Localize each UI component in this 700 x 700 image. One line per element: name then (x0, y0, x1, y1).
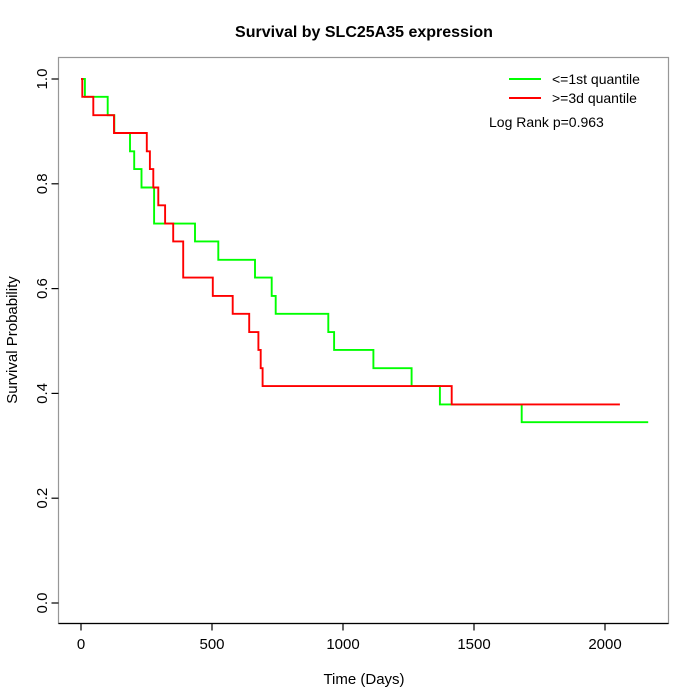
legend: <=1st quantile >=3d quantile Log Rank p=… (489, 71, 640, 130)
legend-label-low: <=1st quantile (552, 71, 640, 87)
y-tick-label: 0.4 (34, 383, 51, 404)
x-tick-label: 1500 (457, 636, 490, 653)
log-rank-annotation: Log Rank p=0.963 (489, 114, 604, 130)
y-tick-label: 0.8 (34, 173, 51, 194)
km-curve-low-expression (81, 78, 649, 424)
x-axis-label: Time (Days) (323, 671, 404, 688)
x-tick-label: 1000 (326, 636, 359, 653)
x-tick-label: 0 (77, 636, 85, 653)
plot-title: Survival by SLC25A35 expression (235, 24, 493, 41)
y-axis: 0.0 0.2 0.4 0.6 0.8 1.0 (34, 69, 59, 614)
y-axis-label: Survival Probability (4, 276, 21, 404)
legend-label-high: >=3d quantile (552, 90, 637, 106)
plot-border (57, 56, 670, 625)
x-tick-label: 2000 (588, 636, 621, 653)
x-axis: 0 500 1000 1500 2000 (58, 622, 669, 653)
km-curve-high-expression (81, 78, 620, 406)
y-tick-label: 0.0 (34, 593, 51, 614)
y-tick-label: 0.6 (34, 278, 51, 299)
y-tick-label: 0.2 (34, 488, 51, 509)
y-tick-label: 1.0 (34, 69, 51, 90)
x-tick-label: 500 (199, 636, 224, 653)
